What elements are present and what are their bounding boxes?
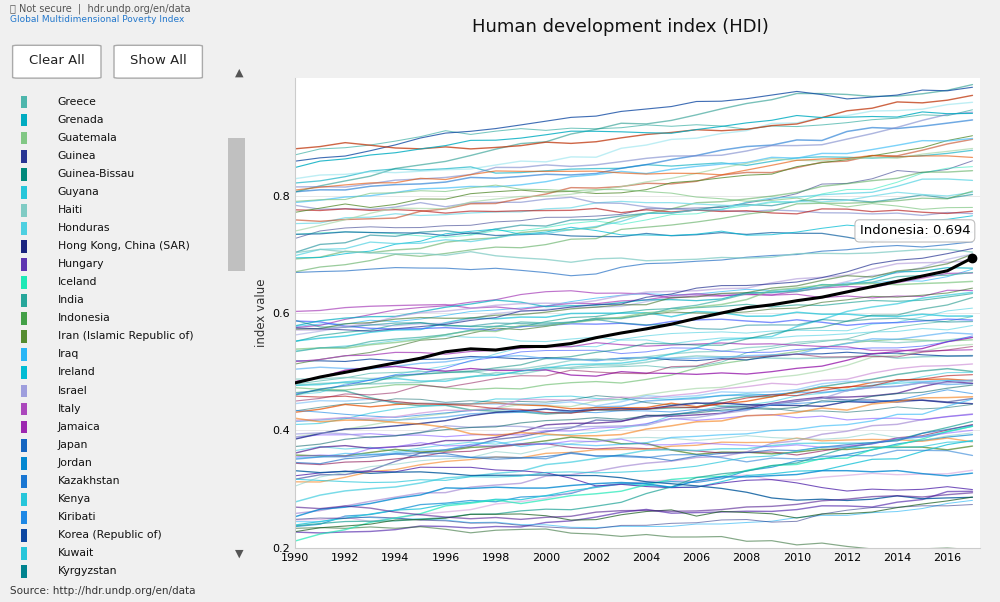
- FancyBboxPatch shape: [114, 45, 202, 78]
- FancyBboxPatch shape: [21, 421, 27, 433]
- Text: Jamaica: Jamaica: [58, 421, 100, 432]
- Text: Hungary: Hungary: [58, 259, 104, 269]
- FancyBboxPatch shape: [21, 493, 27, 506]
- FancyBboxPatch shape: [21, 150, 27, 163]
- FancyBboxPatch shape: [21, 186, 27, 199]
- Text: Kuwait: Kuwait: [58, 548, 94, 558]
- Text: Source: http://hdr.undp.org/en/data: Source: http://hdr.undp.org/en/data: [10, 586, 196, 596]
- FancyBboxPatch shape: [21, 258, 27, 271]
- FancyBboxPatch shape: [21, 439, 27, 452]
- FancyBboxPatch shape: [21, 96, 27, 108]
- Text: Grenada: Grenada: [58, 114, 104, 125]
- Text: Japan: Japan: [58, 439, 88, 450]
- FancyBboxPatch shape: [21, 240, 27, 253]
- Text: Guinea: Guinea: [58, 150, 96, 161]
- Text: Global Multidimensional Poverty Index: Global Multidimensional Poverty Index: [10, 15, 184, 24]
- FancyBboxPatch shape: [21, 204, 27, 217]
- FancyBboxPatch shape: [21, 294, 27, 307]
- FancyBboxPatch shape: [21, 529, 27, 542]
- Text: Korea (Republic of): Korea (Republic of): [58, 530, 161, 540]
- FancyBboxPatch shape: [21, 312, 27, 325]
- Text: Kiribati: Kiribati: [58, 512, 96, 522]
- Text: Kyrgyzstan: Kyrgyzstan: [58, 566, 117, 576]
- Text: Italy: Italy: [58, 403, 81, 414]
- Text: Jordan: Jordan: [58, 458, 92, 468]
- Text: Iceland: Iceland: [58, 277, 97, 287]
- FancyBboxPatch shape: [21, 403, 27, 415]
- Text: Guatemala: Guatemala: [58, 132, 117, 143]
- FancyBboxPatch shape: [21, 168, 27, 181]
- FancyBboxPatch shape: [21, 367, 27, 379]
- FancyBboxPatch shape: [21, 330, 27, 343]
- Text: Kazakhstan: Kazakhstan: [58, 476, 120, 486]
- Text: ▼: ▼: [235, 549, 244, 559]
- FancyBboxPatch shape: [228, 138, 245, 271]
- Text: India: India: [58, 295, 84, 305]
- Text: Indonesia: Indonesia: [58, 313, 110, 323]
- Text: Haiti: Haiti: [58, 205, 83, 215]
- FancyBboxPatch shape: [21, 114, 27, 126]
- FancyBboxPatch shape: [21, 565, 27, 578]
- Text: Guinea-Bissau: Guinea-Bissau: [58, 169, 135, 179]
- FancyBboxPatch shape: [21, 511, 27, 524]
- Y-axis label: index value: index value: [255, 279, 268, 347]
- Text: Greece: Greece: [58, 96, 96, 107]
- Text: Kenya: Kenya: [58, 494, 91, 504]
- Text: Show All: Show All: [130, 54, 187, 67]
- Text: Human development index (HDI): Human development index (HDI): [472, 18, 768, 36]
- FancyBboxPatch shape: [21, 547, 27, 560]
- FancyBboxPatch shape: [21, 457, 27, 470]
- Text: Guyana: Guyana: [58, 187, 99, 197]
- Text: Hong Kong, China (SAR): Hong Kong, China (SAR): [58, 241, 189, 251]
- FancyBboxPatch shape: [21, 132, 27, 144]
- FancyBboxPatch shape: [21, 276, 27, 289]
- FancyBboxPatch shape: [21, 349, 27, 361]
- FancyBboxPatch shape: [13, 45, 101, 78]
- Text: Iran (Islamic Republic of): Iran (Islamic Republic of): [58, 331, 193, 341]
- Text: Israel: Israel: [58, 385, 87, 396]
- Text: ▲: ▲: [235, 67, 244, 77]
- FancyBboxPatch shape: [21, 475, 27, 488]
- Text: Indonesia: 0.694: Indonesia: 0.694: [860, 225, 970, 237]
- Text: Ireland: Ireland: [58, 367, 95, 377]
- FancyBboxPatch shape: [21, 222, 27, 235]
- FancyBboxPatch shape: [21, 385, 27, 397]
- Text: Honduras: Honduras: [58, 223, 110, 233]
- Text: ⓘ Not secure  |  hdr.undp.org/en/data: ⓘ Not secure | hdr.undp.org/en/data: [10, 3, 190, 13]
- Text: Clear All: Clear All: [29, 54, 85, 67]
- Text: Iraq: Iraq: [58, 349, 79, 359]
